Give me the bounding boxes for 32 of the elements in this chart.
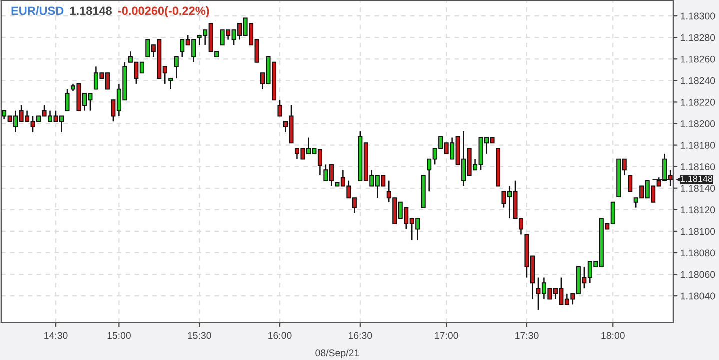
- candlestick: [628, 174, 633, 192]
- y-tick-label: 1.18100: [681, 228, 716, 236]
- y-tick-label: 1.18220: [681, 98, 716, 106]
- y-tick-label: 1.18240: [681, 77, 716, 84]
- y-tick-label: 1.18060: [681, 271, 716, 278]
- y-tick-label: 1.18120: [681, 206, 716, 214]
- candlestick: [65, 88, 70, 112]
- y-tick-label: 1.18080: [681, 250, 716, 257]
- y-tick-label: 1.18040: [681, 292, 716, 300]
- x-tick-label: 15:30: [188, 332, 212, 340]
- y-tick-label: 1.18260: [681, 56, 716, 63]
- annotation: -0.00260(-0.22%): [118, 6, 210, 18]
- y-tick-label: 1.18200: [681, 120, 716, 128]
- y-tick-label: 1.18140: [681, 185, 716, 192]
- x-tick-label: 17:30: [516, 332, 539, 340]
- y-tick-label: 1.18300: [681, 12, 716, 20]
- candlestick: [168, 78, 174, 90]
- x-tick-label: 16:30: [348, 332, 372, 340]
- x-tick-label: 17:00: [435, 332, 458, 340]
- x-tick-label: 18:00: [602, 332, 625, 340]
- chart-subtitle: 1.18148: [70, 6, 112, 16]
- x-tick-label: 15:00: [108, 332, 131, 340]
- y-tick-label: 1.18160: [681, 164, 716, 170]
- x-axis-title: 08/Sep/21: [316, 349, 360, 358]
- x-tick-label: 14:30: [44, 332, 68, 340]
- candlestick: [278, 99, 282, 117]
- x-tick-label: 16:00: [268, 332, 292, 340]
- candlestick: [174, 56, 179, 80]
- y-tick-label: 1.18280: [681, 34, 716, 42]
- chart-title: EUR/USD: [12, 6, 64, 16]
- ref-line-label: 1.18148: [681, 176, 713, 182]
- y-tick-label: 1.18180: [681, 142, 716, 149]
